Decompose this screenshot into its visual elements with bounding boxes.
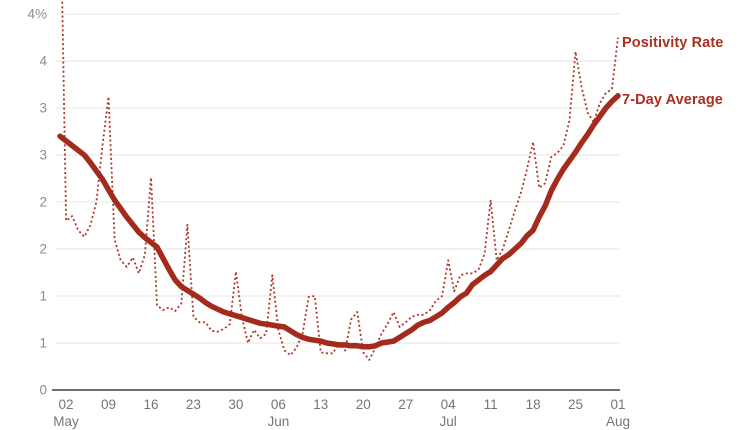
x-axis-label: 16: [143, 397, 158, 412]
legend-7-day-average: 7-Day Average: [622, 92, 723, 108]
y-axis-label: 1: [39, 336, 47, 351]
x-axis-label: 30: [228, 397, 243, 412]
x-axis-label: 06: [271, 397, 286, 412]
positivity-rate-line: [61, 0, 619, 361]
x-axis-month-label: Aug: [606, 414, 630, 429]
x-axis-label: 27: [398, 397, 413, 412]
seven-day-average-line: [57, 93, 621, 350]
y-axis-label: 2: [39, 195, 47, 210]
x-axis-month-label: Jun: [267, 414, 289, 429]
y-axis-label: 3: [39, 148, 47, 163]
y-axis-label: 3: [39, 101, 47, 116]
x-axis-label: 11: [484, 397, 498, 412]
x-axis-month-label: Jul: [440, 414, 457, 429]
x-axis-label: 25: [568, 397, 583, 412]
x-axis-label: 23: [186, 397, 201, 412]
x-axis-label: 01: [610, 397, 625, 412]
x-axis-month-label: May: [53, 414, 79, 429]
x-axis-label: 09: [101, 397, 116, 412]
y-axis-label: 1: [39, 289, 47, 304]
y-axis-label: 2: [39, 242, 47, 257]
x-axis-label: 20: [356, 397, 371, 412]
legend-positivity-rate: Positivity Rate: [622, 35, 724, 51]
x-axis-label: 18: [526, 397, 541, 412]
y-axis-label: 4: [39, 54, 47, 69]
x-axis-label: 02: [59, 397, 74, 412]
x-axis-label: 13: [313, 397, 328, 412]
y-axis-label: 4%: [27, 7, 47, 22]
x-axis-label: 04: [441, 397, 457, 412]
y-axis-label: 0: [39, 383, 47, 398]
